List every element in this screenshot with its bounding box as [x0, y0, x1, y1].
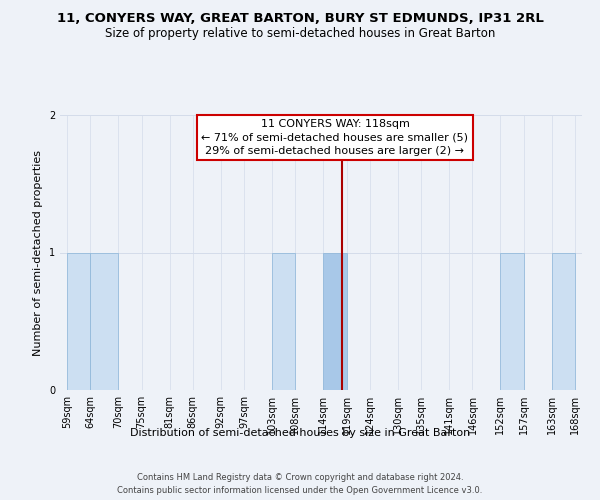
Bar	[67, 252, 90, 390]
Text: Contains HM Land Registry data © Crown copyright and database right 2024.: Contains HM Land Registry data © Crown c…	[137, 472, 463, 482]
Bar	[323, 252, 347, 390]
Y-axis label: Number of semi-detached properties: Number of semi-detached properties	[34, 150, 43, 356]
Text: Size of property relative to semi-detached houses in Great Barton: Size of property relative to semi-detach…	[105, 28, 495, 40]
Text: Distribution of semi-detached houses by size in Great Barton: Distribution of semi-detached houses by …	[130, 428, 470, 438]
Bar	[90, 252, 118, 390]
Bar	[500, 252, 524, 390]
Text: 11 CONYERS WAY: 118sqm
← 71% of semi-detached houses are smaller (5)
29% of semi: 11 CONYERS WAY: 118sqm ← 71% of semi-det…	[202, 119, 469, 156]
Text: Contains public sector information licensed under the Open Government Licence v3: Contains public sector information licen…	[118, 486, 482, 495]
Bar	[272, 252, 295, 390]
Text: 11, CONYERS WAY, GREAT BARTON, BURY ST EDMUNDS, IP31 2RL: 11, CONYERS WAY, GREAT BARTON, BURY ST E…	[56, 12, 544, 26]
Bar	[552, 252, 575, 390]
